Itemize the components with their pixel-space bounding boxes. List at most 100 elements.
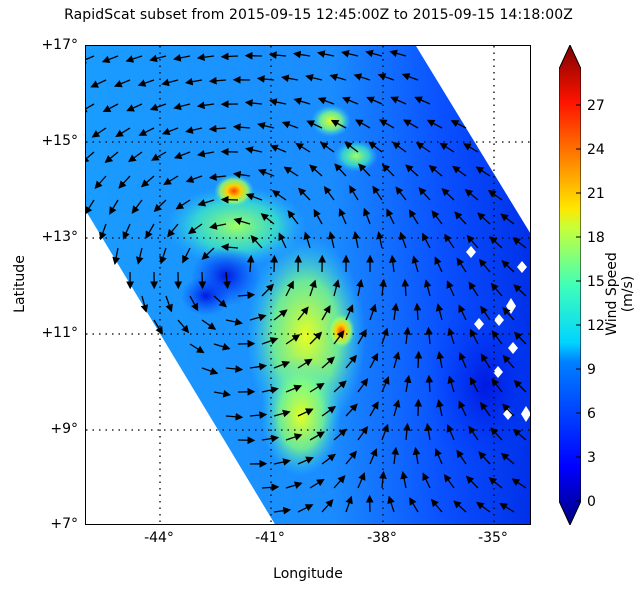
wind-arrow-icon: [332, 279, 341, 297]
wind-arrow-icon: [297, 408, 314, 417]
wind-arrow-icon: [319, 141, 335, 153]
wind-arrow-icon: [329, 73, 347, 82]
wind-arrow-icon: [354, 119, 371, 129]
wind-arrow-icon: [381, 163, 395, 177]
wind-arrow-icon: [357, 378, 369, 393]
wind-arrow-icon: [453, 500, 467, 513]
wind-arrow-icon: [418, 187, 431, 201]
wind-arrow-icon: [321, 405, 337, 417]
wind-arrow-icon: [436, 351, 445, 369]
wind-arrow-icon: [387, 495, 395, 513]
wind-arrow-icon: [249, 313, 267, 322]
wind-arrow-icon: [135, 247, 144, 265]
colorbar-tick: 24: [587, 142, 605, 158]
wind-arrow-icon: [443, 473, 455, 489]
wind-arrow-icon: [405, 164, 419, 177]
wind-arrow-icon: [271, 190, 287, 201]
wind-arrow-icon: [273, 409, 291, 418]
wind-arrow-icon: [261, 283, 275, 297]
wind-arrow-icon: [366, 96, 383, 105]
wind-arrow-icon: [391, 302, 400, 321]
colorbar-tick: 12: [587, 318, 605, 334]
wind-arrow-icon: [469, 328, 479, 345]
wind-arrow-icon: [465, 475, 479, 489]
wind-arrow-icon: [249, 362, 268, 371]
wind-arrow-icon: [185, 175, 203, 183]
wind-arrow-icon: [125, 55, 143, 63]
wind-arrow-icon: [392, 141, 407, 153]
wind-arrow-icon: [414, 96, 431, 105]
wind-arrow-icon: [458, 400, 467, 417]
wind-arrow-icon: [468, 425, 479, 441]
wind-arrow-icon: [430, 498, 443, 513]
wind-arrow-icon: [213, 342, 231, 351]
wind-arrow-icon: [261, 483, 280, 492]
wind-arrow-icon: [153, 319, 163, 335]
wind-arrow-icon: [333, 330, 345, 345]
wind-arrow-icon: [513, 331, 527, 345]
y-tick: +15°: [41, 133, 78, 149]
wind-arrow-icon: [381, 327, 389, 345]
x-axis-label: Longitude: [273, 566, 343, 582]
wind-arrow-icon: [297, 358, 313, 369]
wind-arrow-icon: [278, 232, 287, 249]
wind-arrow-icon: [213, 389, 231, 398]
wind-arrow-icon: [403, 422, 411, 441]
wind-arrow-icon: [283, 166, 299, 177]
wind-arrow-icon: [309, 164, 323, 177]
wind-arrow-icon: [321, 304, 331, 321]
wind-arrow-icon: [86, 103, 95, 113]
wind-arrow-icon: [392, 399, 401, 417]
wind-arrow-icon: [184, 77, 203, 86]
wind-arrow-icon: [475, 166, 491, 177]
wind-arrow-icon: [149, 103, 167, 111]
wind-arrow-icon: [220, 243, 239, 252]
wind-arrow-icon: [270, 144, 287, 153]
wind-arrow-icon: [245, 193, 263, 201]
wind-arrow-icon: [317, 97, 335, 105]
wind-arrow-icon: [161, 127, 179, 136]
wind-arrow-icon: [86, 55, 95, 64]
wind-arrow-icon: [425, 326, 433, 345]
wind-arrow-icon: [478, 451, 491, 465]
wind-arrow-icon: [187, 223, 203, 235]
wind-arrow-icon: [341, 96, 359, 105]
wind-arrow-icon: [149, 54, 167, 63]
colorbar-tick: 0: [587, 494, 596, 510]
wind-arrow-icon: [309, 431, 326, 441]
wind-arrow-icon: [446, 424, 455, 441]
wind-arrow-icon: [446, 280, 455, 297]
y-tick: +13°: [41, 229, 78, 245]
wind-arrow-icon: [368, 141, 383, 153]
wind-arrow-icon: [369, 401, 379, 417]
wind-arrow-icon: [101, 55, 119, 64]
wind-arrow-icon: [225, 318, 243, 326]
wind-arrow-icon: [297, 456, 314, 465]
wind-arrow-icon: [292, 50, 311, 59]
wind-arrow-icon: [333, 380, 347, 393]
wind-arrow-icon: [232, 170, 251, 179]
wind-arrow-icon: [403, 374, 412, 393]
wind-arrow-icon: [458, 304, 467, 321]
wind-arrow-icon: [363, 207, 371, 225]
wind-arrow-icon: [413, 302, 422, 321]
wind-arrow-icon: [513, 379, 527, 393]
wind-arrow-icon: [249, 411, 268, 419]
y-tick: +17°: [41, 37, 78, 53]
wind-arrow-icon: [163, 175, 179, 185]
wind-arrow-icon: [349, 185, 359, 201]
x-tick: -35°: [478, 530, 508, 546]
wind-arrow-icon: [480, 353, 491, 369]
wind-arrow-icon: [309, 279, 317, 297]
wind-arrow-icon: [297, 187, 311, 201]
wind-arrow-icon: [197, 149, 215, 158]
wind-arrow-icon: [402, 119, 419, 129]
wind-arrow-icon: [386, 208, 395, 225]
colorbar-tick: 21: [587, 186, 605, 202]
colorbar-tick: 15: [587, 274, 605, 290]
wind-arrow-icon: [273, 506, 292, 515]
wind-arrow-icon: [422, 472, 431, 489]
wind-arrow-icon: [389, 49, 407, 58]
wind-arrow-icon: [189, 295, 199, 312]
wind-arrow-icon: [225, 412, 244, 421]
